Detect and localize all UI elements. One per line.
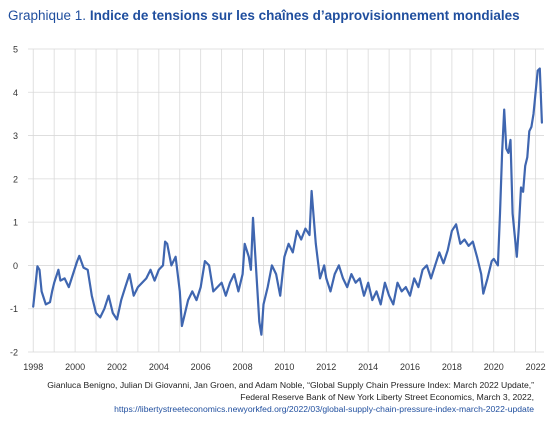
x-tick-label: 2014 <box>358 362 378 372</box>
y-tick-label: 3 <box>13 131 18 141</box>
y-tick-label: 2 <box>13 174 18 184</box>
line-layer <box>32 67 544 336</box>
chart-title: Graphique 1. Indice de tensions sur les … <box>8 8 520 23</box>
grid-layer <box>28 48 544 353</box>
source-line-2: Federal Reserve Bank of New York Liberty… <box>240 392 534 403</box>
y-tick-label: -1 <box>10 304 18 314</box>
x-tick-label: 2002 <box>107 362 127 372</box>
x-tick-label: 2018 <box>442 362 462 372</box>
y-tick-label: 5 <box>13 45 18 55</box>
x-tick-label: 2004 <box>149 362 169 372</box>
y-tick-label: -2 <box>10 348 18 358</box>
y-tick-label: 4 <box>13 88 18 98</box>
chart-title-main: Indice de tensions sur les chaînes d’app… <box>89 8 520 23</box>
y-tick-label: 0 <box>13 261 18 271</box>
x-tick-label: 2016 <box>400 362 420 372</box>
source-url[interactable]: https://libertystreeteconomics.newyorkfe… <box>114 404 534 415</box>
x-tick-label: 2022 <box>526 362 546 372</box>
x-tick-label: 2010 <box>274 362 294 372</box>
x-tick-label: 2006 <box>191 362 211 372</box>
x-tick-label: 2008 <box>233 362 253 372</box>
chart-title-prefix: Graphique 1. <box>8 8 87 23</box>
x-tick-label: 2000 <box>65 362 85 372</box>
x-tick-label: 2012 <box>316 362 336 372</box>
y-tick-label: 1 <box>13 218 18 228</box>
axis-layer: -2 -1 0 1 2 3 4 5 1998 2000 2002 2004 2006 2008 2010 20… <box>10 45 546 373</box>
x-tick-label: 2020 <box>484 362 504 372</box>
source-line-1: Gianluca Benigno, Julian Di Giovanni, Ja… <box>47 380 534 390</box>
series-line <box>32 67 544 336</box>
x-tick-label: 1998 <box>23 362 43 372</box>
source-note: Gianluca Benigno, Julian Di Giovanni, Ja… <box>14 379 534 416</box>
